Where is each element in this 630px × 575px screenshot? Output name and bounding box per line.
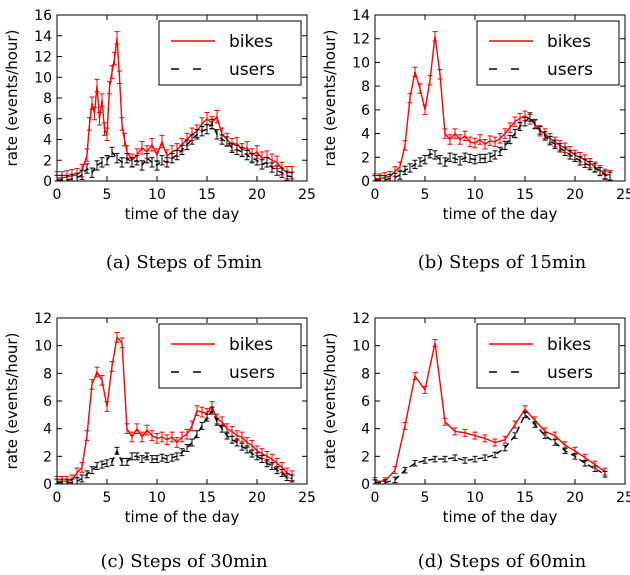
y-tick-label: 10 (352, 339, 370, 355)
x-tick-label: 0 (53, 187, 62, 203)
series-line-users (375, 115, 611, 181)
y-axis-label: rate (events/hour) (321, 333, 339, 470)
x-tick-label: 20 (248, 490, 266, 506)
x-tick-label: 10 (148, 490, 166, 506)
x-tick-label: 20 (566, 187, 584, 203)
y-tick-label: 4 (361, 422, 370, 438)
legend-label-users: users (229, 60, 275, 80)
x-tick-label: 10 (466, 187, 484, 203)
y-tick-label: 6 (43, 394, 52, 410)
x-tick-label: 20 (248, 187, 266, 203)
panel-caption: (d) Steps of 60min (418, 551, 587, 572)
x-tick-label: 5 (103, 187, 112, 203)
panel-caption: (a) Steps of 5min (106, 252, 263, 273)
y-tick-label: 4 (43, 422, 52, 438)
axes-frame (374, 14, 626, 182)
x-tick-label: 25 (616, 187, 630, 203)
y-tick-label: 6 (361, 103, 370, 119)
y-tick-label: 4 (43, 133, 52, 149)
legend-box (476, 20, 620, 86)
x-tick-label: 5 (421, 490, 430, 506)
legend-label-bikes: bikes (547, 335, 591, 355)
x-tick-label: 0 (53, 490, 62, 506)
x-axis-label: time of the day (443, 508, 558, 526)
y-tick-label: 10 (34, 339, 52, 355)
x-tick-label: 0 (371, 187, 380, 203)
y-tick-label: 0 (361, 174, 370, 190)
panel-caption: (c) Steps of 30min (100, 551, 267, 572)
legend-box (158, 20, 302, 86)
y-tick-label: 14 (34, 29, 52, 45)
y-tick-label: 6 (43, 112, 52, 128)
y-tick-label: 8 (43, 366, 52, 382)
series-bikes (54, 332, 295, 485)
legend-label-users: users (547, 363, 593, 383)
x-tick-label: 15 (198, 187, 216, 203)
x-axis-label: time of the day (443, 205, 558, 223)
x-axis-label: time of the day (125, 508, 240, 526)
y-tick-label: 6 (361, 394, 370, 410)
y-tick-label: 0 (361, 477, 370, 493)
x-tick-label: 10 (148, 187, 166, 203)
panel-a: 0 5 10 15 20 25 0 2 4 6 8 10 12 14 16 time of the day ra… (3, 8, 316, 273)
y-tick-label: 0 (43, 174, 52, 190)
series-users (54, 118, 295, 182)
series-line-users (57, 409, 293, 484)
series-line-bikes (375, 342, 606, 482)
y-tick-label: 8 (43, 91, 52, 107)
x-tick-label: 5 (103, 490, 112, 506)
y-tick-label: 10 (34, 70, 52, 86)
x-tick-label: 15 (198, 490, 216, 506)
y-tick-label: 10 (352, 55, 370, 71)
legend-label-bikes: bikes (547, 32, 591, 52)
legend-label-users: users (547, 60, 593, 80)
x-tick-label: 10 (466, 490, 484, 506)
panel-b: 0 5 10 15 20 25 0 2 4 6 8 10 12 14 time of the day rate… (321, 8, 630, 273)
y-tick-label: 16 (34, 8, 52, 24)
series-users (372, 411, 608, 485)
series-line-bikes (57, 335, 293, 482)
y-tick-label: 12 (352, 311, 370, 327)
series-line-users (375, 413, 606, 484)
y-axis-label: rate (events/hour) (321, 30, 339, 167)
y-tick-label: 14 (352, 8, 370, 24)
legend-box (476, 323, 620, 389)
y-tick-label: 12 (34, 50, 52, 66)
y-axis-label: rate (events/hour) (3, 333, 21, 470)
legend-box (158, 323, 302, 389)
x-tick-label: 5 (421, 187, 430, 203)
x-tick-label: 15 (516, 187, 534, 203)
x-tick-label: 25 (616, 490, 630, 506)
y-tick-label: 2 (43, 153, 52, 169)
y-tick-label: 12 (34, 311, 52, 327)
x-tick-label: 0 (371, 490, 380, 506)
y-axis-label: rate (events/hour) (3, 30, 21, 167)
panel-d: 0 5 10 15 20 25 0 2 4 6 8 10 12 time of the day rate (… (321, 311, 630, 572)
panel-caption: (b) Steps of 15min (418, 252, 587, 273)
series-users (54, 406, 295, 485)
series-users (372, 112, 613, 182)
y-tick-label: 2 (43, 449, 52, 465)
series-line-users (57, 122, 293, 181)
x-tick-label: 25 (298, 187, 316, 203)
y-tick-label: 2 (361, 449, 370, 465)
y-tick-label: 12 (352, 32, 370, 48)
x-axis-label: time of the day (125, 205, 240, 223)
y-tick-label: 8 (361, 79, 370, 95)
panel-c: 0 5 10 15 20 25 0 2 4 6 8 10 12 time of the day rate (… (3, 311, 316, 572)
y-tick-label: 8 (361, 366, 370, 382)
x-tick-label: 20 (566, 490, 584, 506)
legend-label-bikes: bikes (229, 32, 273, 52)
y-tick-label: 4 (361, 127, 370, 143)
legend-label-users: users (229, 363, 275, 383)
y-tick-label: 2 (361, 150, 370, 166)
x-tick-label: 25 (298, 490, 316, 506)
legend-label-bikes: bikes (229, 335, 273, 355)
x-tick-label: 15 (516, 490, 534, 506)
y-tick-label: 0 (43, 477, 52, 493)
